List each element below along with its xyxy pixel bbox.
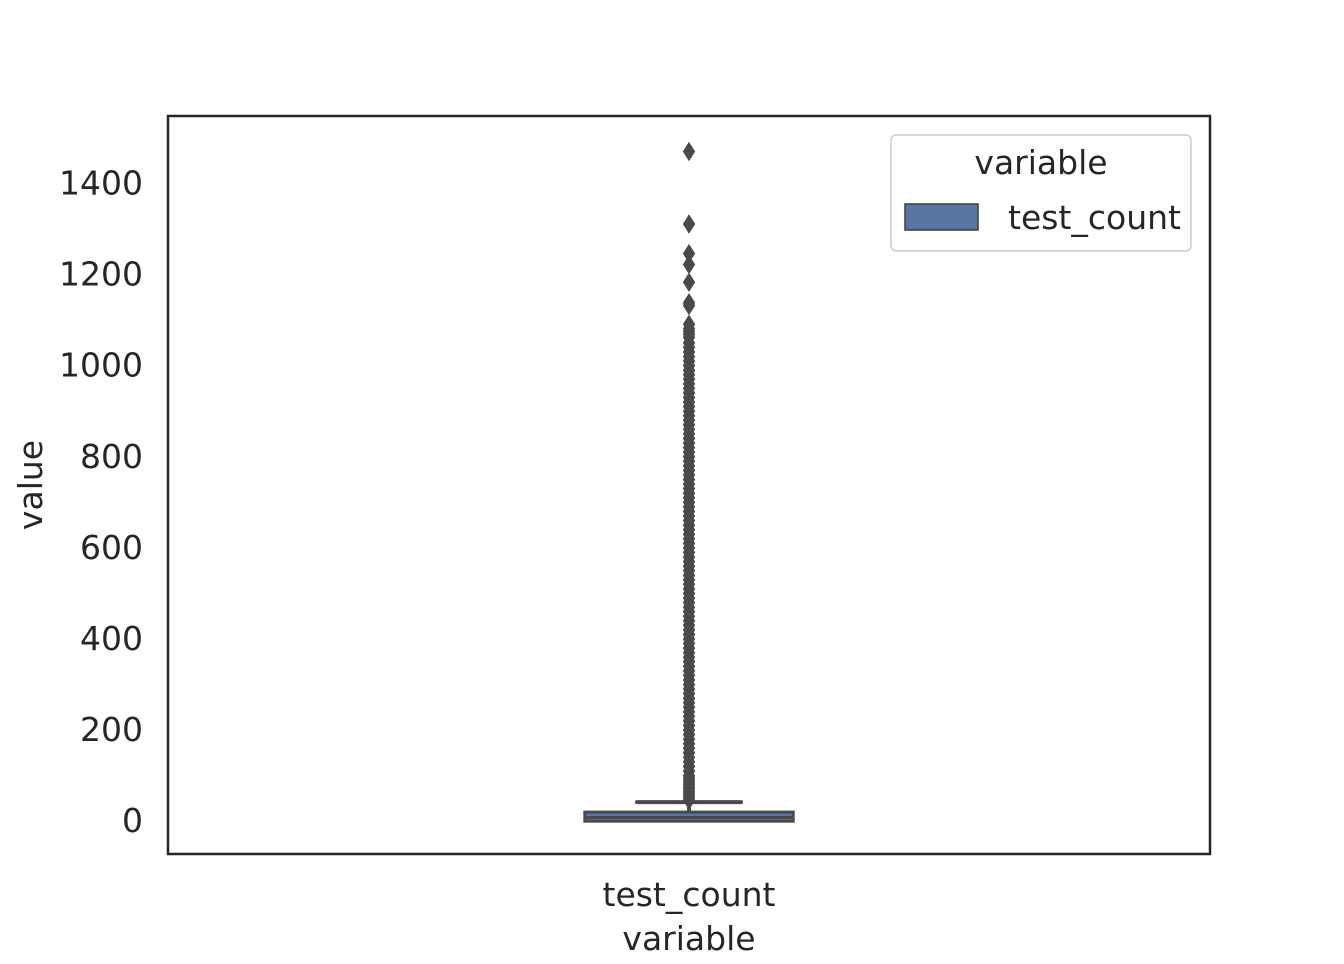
y-tick-label: 1000 — [59, 346, 143, 385]
y-axis-ticks: 0 200 400 600 800 1000 1200 1400 — [59, 163, 143, 840]
y-tick-label: 1200 — [59, 255, 143, 294]
y-tick-label: 600 — [80, 528, 143, 567]
y-axis-label: value — [11, 440, 50, 530]
legend-title: variable — [974, 143, 1107, 182]
outlier-point — [682, 141, 696, 162]
y-tick-label: 800 — [80, 437, 143, 476]
y-tick-label: 0 — [122, 801, 143, 840]
plot-marks — [583, 141, 795, 823]
y-tick-label: 200 — [80, 710, 143, 749]
x-tick-label: test_count — [603, 875, 776, 914]
x-axis-ticks: test_count — [603, 875, 776, 914]
x-axis-label: variable — [622, 919, 755, 958]
legend: variable test_count — [890, 134, 1192, 252]
outlier-point — [682, 214, 696, 234]
outlier-point — [682, 272, 696, 293]
legend-swatch-test-count — [904, 203, 979, 231]
y-tick-label: 1400 — [59, 163, 143, 202]
plot-frame — [166, 114, 1212, 856]
outlier-point — [682, 295, 696, 316]
y-tick-label: 400 — [80, 619, 143, 658]
outlier-point — [682, 254, 696, 275]
legend-entry-label: test_count — [1008, 198, 1181, 237]
